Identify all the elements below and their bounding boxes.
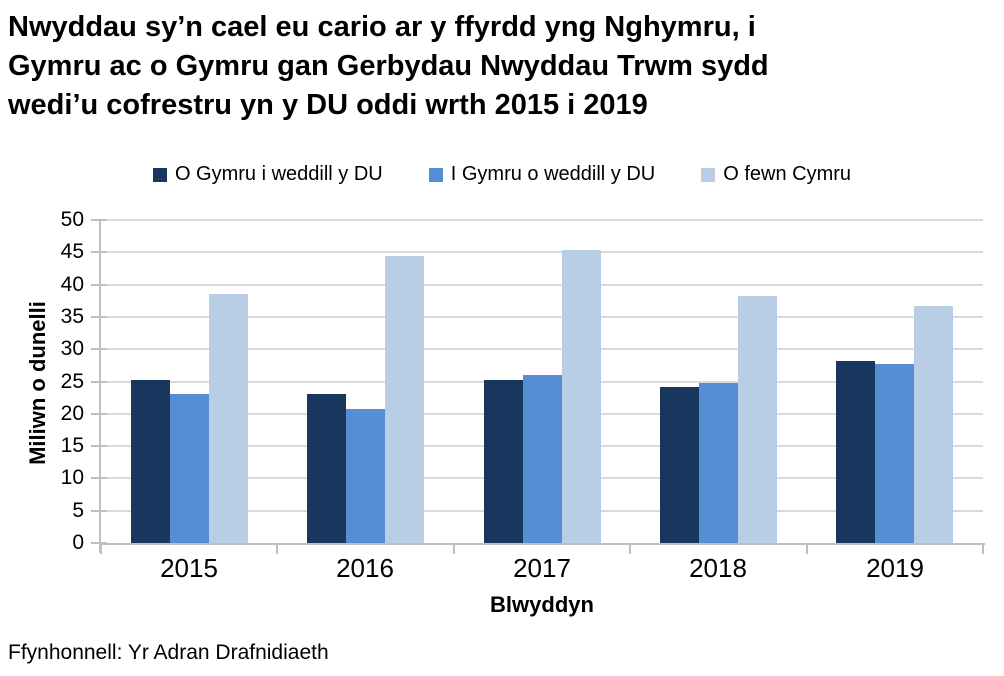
y-tick-10: [91, 477, 107, 480]
y-axis-label-45: 45: [60, 240, 84, 264]
legend-label: O fewn Cymru: [723, 163, 852, 185]
bar-2018-series-1: [660, 387, 699, 543]
y-axis-label-25: 25: [60, 369, 84, 393]
bar-2016-series-3: [385, 256, 424, 543]
y-tick-5: [91, 509, 107, 512]
y-axis-label-30: 30: [60, 337, 84, 361]
gridline-y-40: [101, 283, 983, 286]
chart-title-line-3: wedi’u cofrestru yn y DU oddi wrth 2015 …: [8, 89, 648, 121]
x-axis-line: [99, 543, 985, 545]
bar-2016-series-1: [307, 394, 346, 543]
y-axis-title: Miliwn o dunelli: [25, 301, 50, 465]
x-axis-label-2017: 2017: [513, 553, 571, 583]
bar-2018-series-3: [738, 296, 777, 543]
gridline-y-35: [101, 315, 983, 318]
bar-2019-series-1: [836, 361, 875, 543]
x-axis-label-2016: 2016: [336, 553, 394, 583]
x-axis-title: Blwyddyn: [490, 592, 594, 617]
x-axis-label-2018: 2018: [689, 553, 747, 583]
chart-title-line-2: Gymru ac o Gymru gan Gerbydau Nwyddau Tr…: [8, 50, 769, 82]
bar-2017-series-2: [523, 375, 562, 543]
bar-2017-series-3: [562, 250, 601, 543]
legend-swatch-icon: [428, 167, 443, 182]
legend-item-2: I Gymru o weddill y DU: [428, 163, 656, 186]
y-tick-45: [91, 251, 107, 254]
y-axis-label-5: 5: [72, 498, 84, 522]
x-tick-1: [276, 545, 278, 554]
y-axis-line: [99, 220, 101, 553]
legend-label: O Gymru i weddill y DU: [174, 163, 383, 185]
bar-2015-series-2: [170, 394, 209, 543]
x-axis-label-2015: 2015: [160, 553, 218, 583]
legend-swatch-icon: [701, 167, 716, 182]
chart-title: Nwyddau sy’n cael eu cario ar y ffyrdd y…: [8, 8, 998, 125]
legend-item-3: O fewn Cymru: [701, 163, 851, 186]
y-axis-label-35: 35: [60, 304, 84, 328]
bar-2015-series-3: [209, 294, 248, 543]
y-tick-50: [91, 219, 107, 221]
x-tick-4: [806, 545, 808, 554]
x-axis-label-2019: 2019: [866, 553, 924, 583]
y-tick-0: [91, 542, 107, 544]
bar-2016-series-2: [346, 409, 385, 543]
y-tick-40: [91, 283, 107, 286]
bar-2019-series-3: [914, 306, 953, 543]
y-axis-label-20: 20: [60, 401, 84, 425]
y-axis-label-10: 10: [60, 466, 84, 490]
x-tick-3: [629, 545, 631, 554]
y-tick-15: [91, 445, 107, 448]
legend-item-1: O Gymru i weddill y DU: [152, 163, 383, 186]
x-tick-5: [982, 545, 984, 554]
bar-2015-series-1: [131, 380, 170, 543]
gridline-y-45: [101, 251, 983, 254]
bar-2019-series-2: [875, 364, 914, 543]
y-axis-label-50: 50: [60, 208, 84, 231]
y-tick-25: [91, 380, 107, 383]
bar-2018-series-2: [699, 383, 738, 543]
x-tick-0: [100, 545, 102, 554]
y-tick-30: [91, 348, 107, 351]
bar-2017-series-1: [484, 380, 523, 543]
legend: O Gymru i weddill y DU I Gymru o weddill …: [0, 163, 1004, 186]
plot-area: [101, 219, 983, 543]
y-tick-20: [91, 412, 107, 415]
y-axis-label-40: 40: [60, 272, 84, 296]
y-axis-label-0: 0: [72, 531, 84, 554]
x-tick-2: [453, 545, 455, 554]
gridline-y-50: [101, 219, 983, 221]
legend-swatch-icon: [152, 167, 167, 182]
source-note: Ffynhonnell: Yr Adran Drafnidiaeth: [8, 641, 329, 664]
y-tick-35: [91, 315, 107, 318]
gridline-y-30: [101, 348, 983, 351]
legend-label: I Gymru o weddill y DU: [450, 163, 656, 185]
y-axis-label-15: 15: [60, 434, 84, 458]
chart-title-line-1: Nwyddau sy’n cael eu cario ar y ffyrdd y…: [8, 11, 756, 43]
